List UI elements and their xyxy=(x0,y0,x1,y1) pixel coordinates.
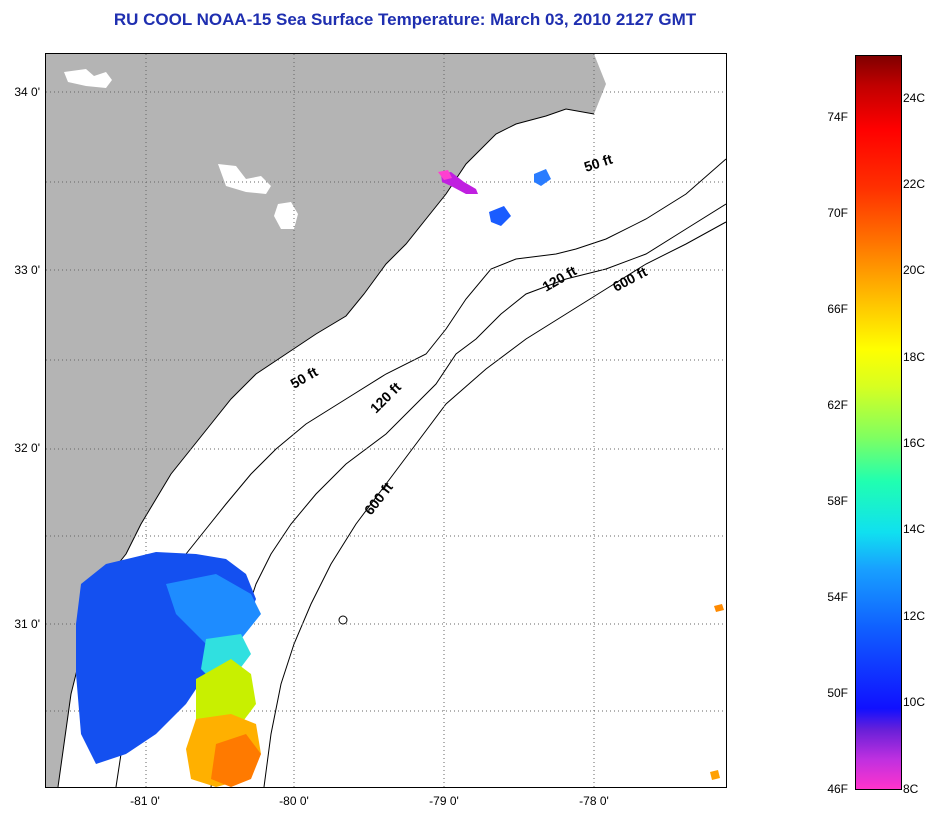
colorbar-f-label: 46F xyxy=(827,782,848,796)
temperature-colorbar xyxy=(855,55,902,790)
inland-lake xyxy=(274,202,298,229)
sst-blue-patch xyxy=(489,206,511,226)
colorbar-c-label: 24C xyxy=(903,91,926,105)
sst-orange-patch xyxy=(714,604,724,612)
sst-blue-patch xyxy=(534,169,551,186)
colorbar-c-label: 18C xyxy=(903,350,926,364)
colorbar-f-label: 58F xyxy=(827,494,848,508)
colorbar-f-label: 62F xyxy=(827,398,848,412)
sst-hot-patch xyxy=(211,734,261,787)
contour-label-120ft-north: 120 ft xyxy=(540,262,580,294)
latitude-label: 33 0' xyxy=(14,263,40,277)
map-title: RU COOL NOAA-15 Sea Surface Temperature:… xyxy=(113,10,697,29)
sst-warm-patch xyxy=(196,659,256,734)
colorbar-f-label: 74F xyxy=(827,110,848,124)
longitude-label: -78 0' xyxy=(579,794,609,808)
inland-lake xyxy=(64,69,112,88)
graticule xyxy=(46,54,726,787)
sst-cool-patch xyxy=(166,574,261,654)
colorbar-c-label: 8C xyxy=(903,782,919,796)
longitude-label: -81 0' xyxy=(130,794,160,808)
contour-label-600ft-south: 600 ft xyxy=(361,479,396,518)
colorbar-f-label: 66F xyxy=(827,302,848,316)
contour-label-120ft-south: 120 ft xyxy=(367,379,404,416)
sst-magenta-patch xyxy=(438,170,452,180)
longitude-label: -79 0' xyxy=(429,794,459,808)
colorbar-c-label: 12C xyxy=(903,609,926,623)
colorbar-f-label: 70F xyxy=(827,206,848,220)
sst-map[interactable]: 50 ft 120 ft 600 ft 50 ft 120 ft 600 ft xyxy=(45,53,727,788)
contour-label-50ft-north: 50 ft xyxy=(582,151,615,175)
colorbar-c-label: 22C xyxy=(903,177,926,191)
colorbar-c-label: 14C xyxy=(903,522,926,536)
colorbar-c-label: 16C xyxy=(903,436,926,450)
sst-data xyxy=(76,169,724,787)
latitude-label: 31 0' xyxy=(14,617,40,631)
contour-label-50ft-south: 50 ft xyxy=(288,363,321,391)
colorbar-f-label: 54F xyxy=(827,590,848,604)
land-mass xyxy=(46,54,606,787)
map-canvas: 50 ft 120 ft 600 ft 50 ft 120 ft 600 ft xyxy=(46,54,726,787)
inland-lake xyxy=(218,164,271,194)
colorbar-f-label: 50F xyxy=(827,686,848,700)
latitude-label: 32 0' xyxy=(14,441,40,455)
latitude-label: 34 0' xyxy=(14,85,40,99)
longitude-label: -80 0' xyxy=(279,794,309,808)
colorbar-c-label: 20C xyxy=(903,263,926,277)
sst-orange-patch xyxy=(710,770,720,780)
isobath-600ft xyxy=(263,221,726,787)
contour-label-600ft-north: 600 ft xyxy=(610,263,650,294)
colorbar-c-label: 10C xyxy=(903,695,926,709)
island xyxy=(338,615,348,625)
